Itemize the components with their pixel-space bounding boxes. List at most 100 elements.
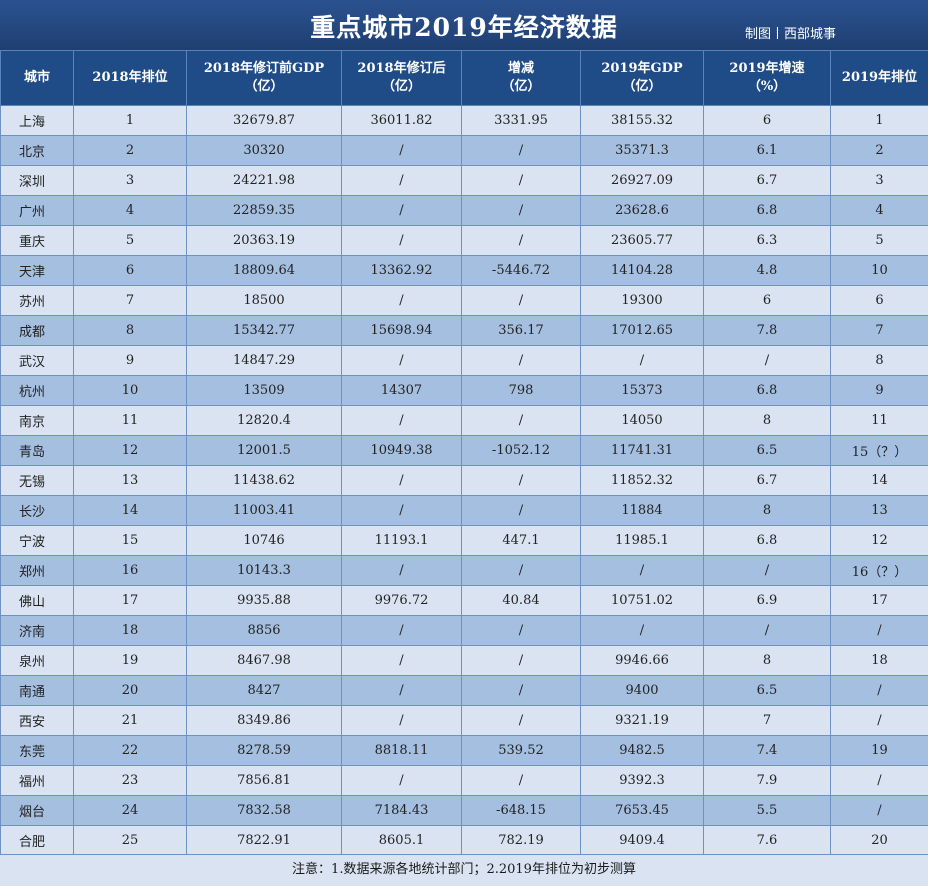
cell-gdp-2019: 7653.45: [581, 796, 704, 826]
cell-change: 356.17: [462, 316, 581, 346]
cell-gdp-2019: 11852.32: [581, 466, 704, 496]
cell-growth-2019: 6.5: [704, 676, 831, 706]
cell-gdp-2018-revised: /: [342, 136, 462, 166]
cell-city: 合肥: [1, 826, 74, 856]
cell-change: /: [462, 196, 581, 226]
cell-rank-2019: 15（？）: [831, 436, 928, 466]
cell-gdp-2018-revised: 8605.1: [342, 826, 462, 856]
cell-gdp-2018-pre: 24221.98: [187, 166, 342, 196]
title-bar: 重点城市2019年经济数据 制图丨西部城事: [0, 0, 928, 50]
cell-gdp-2019: 15373: [581, 376, 704, 406]
cell-rank-2018: 21: [74, 706, 187, 736]
cell-gdp-2018-revised: 7184.43: [342, 796, 462, 826]
cell-rank-2018: 9: [74, 346, 187, 376]
cell-growth-2019: /: [704, 616, 831, 646]
cell-gdp-2018-pre: 7856.81: [187, 766, 342, 796]
header-rank-2018: 2018年排位: [74, 51, 187, 106]
cell-growth-2019: 6.9: [704, 586, 831, 616]
cell-gdp-2018-revised: /: [342, 196, 462, 226]
cell-growth-2019: 6: [704, 286, 831, 316]
cell-gdp-2019: 9482.5: [581, 736, 704, 766]
cell-rank-2019: 1: [831, 106, 928, 136]
cell-rank-2019: 10: [831, 256, 928, 286]
cell-gdp-2018-pre: 30320: [187, 136, 342, 166]
cell-rank-2019: 20: [831, 826, 928, 856]
cell-gdp-2019: 11985.1: [581, 526, 704, 556]
cell-city: 青岛: [1, 436, 74, 466]
cell-growth-2019: 8: [704, 496, 831, 526]
cell-city: 烟台: [1, 796, 74, 826]
cell-rank-2018: 17: [74, 586, 187, 616]
cell-city: 南京: [1, 406, 74, 436]
cell-change: /: [462, 676, 581, 706]
cell-gdp-2018-pre: 20363.19: [187, 226, 342, 256]
cell-gdp-2019: 9400: [581, 676, 704, 706]
cell-gdp-2019: 9392.3: [581, 766, 704, 796]
cell-rank-2019: 2: [831, 136, 928, 166]
cell-gdp-2019: 9321.19: [581, 706, 704, 736]
credit-label: 制图丨西部城事: [745, 23, 836, 42]
cell-city: 佛山: [1, 586, 74, 616]
cell-gdp-2018-pre: 11438.62: [187, 466, 342, 496]
cell-gdp-2019: 23605.77: [581, 226, 704, 256]
cell-gdp-2019: 17012.65: [581, 316, 704, 346]
cell-gdp-2018-pre: 7832.58: [187, 796, 342, 826]
cell-rank-2018: 11: [74, 406, 187, 436]
cell-growth-2019: /: [704, 346, 831, 376]
cell-growth-2019: 6.8: [704, 526, 831, 556]
cell-rank-2018: 4: [74, 196, 187, 226]
cell-gdp-2018-pre: 22859.35: [187, 196, 342, 226]
cell-change: 447.1: [462, 526, 581, 556]
header-gdp-2018-pre: 2018年修订前GDP（亿）: [187, 51, 342, 106]
cell-gdp-2018-pre: 10746: [187, 526, 342, 556]
cell-growth-2019: 7.8: [704, 316, 831, 346]
cell-gdp-2018-revised: /: [342, 466, 462, 496]
cell-change: /: [462, 466, 581, 496]
cell-rank-2018: 10: [74, 376, 187, 406]
cell-gdp-2018-pre: 8467.98: [187, 646, 342, 676]
cell-gdp-2018-pre: 8427: [187, 676, 342, 706]
cell-change: /: [462, 346, 581, 376]
cell-change: /: [462, 646, 581, 676]
cell-growth-2019: 7.4: [704, 736, 831, 766]
header-rank-2019: 2019年排位: [831, 51, 928, 106]
cell-gdp-2019: 14050: [581, 406, 704, 436]
cell-gdp-2018-revised: 10949.38: [342, 436, 462, 466]
cell-growth-2019: 6.5: [704, 436, 831, 466]
cell-city: 福州: [1, 766, 74, 796]
cell-growth-2019: 6.3: [704, 226, 831, 256]
cell-gdp-2018-revised: /: [342, 766, 462, 796]
cell-rank-2018: 6: [74, 256, 187, 286]
header-gdp-2019: 2019年GDP（亿）: [581, 51, 704, 106]
cell-change: /: [462, 406, 581, 436]
cell-rank-2018: 20: [74, 676, 187, 706]
cell-gdp-2018-pre: 12820.4: [187, 406, 342, 436]
cell-gdp-2018-pre: 12001.5: [187, 436, 342, 466]
cell-rank-2018: 5: [74, 226, 187, 256]
cell-gdp-2018-revised: /: [342, 706, 462, 736]
cell-city: 杭州: [1, 376, 74, 406]
cell-change: -5446.72: [462, 256, 581, 286]
cell-gdp-2019: 9409.4: [581, 826, 704, 856]
cell-gdp-2018-pre: 9935.88: [187, 586, 342, 616]
cell-gdp-2018-pre: 18809.64: [187, 256, 342, 286]
cell-gdp-2018-pre: 8278.59: [187, 736, 342, 766]
cell-city: 无锡: [1, 466, 74, 496]
cell-change: 40.84: [462, 586, 581, 616]
cell-change: -1052.12: [462, 436, 581, 466]
cell-growth-2019: 6.8: [704, 376, 831, 406]
cell-growth-2019: 6.8: [704, 196, 831, 226]
cell-city: 宁波: [1, 526, 74, 556]
